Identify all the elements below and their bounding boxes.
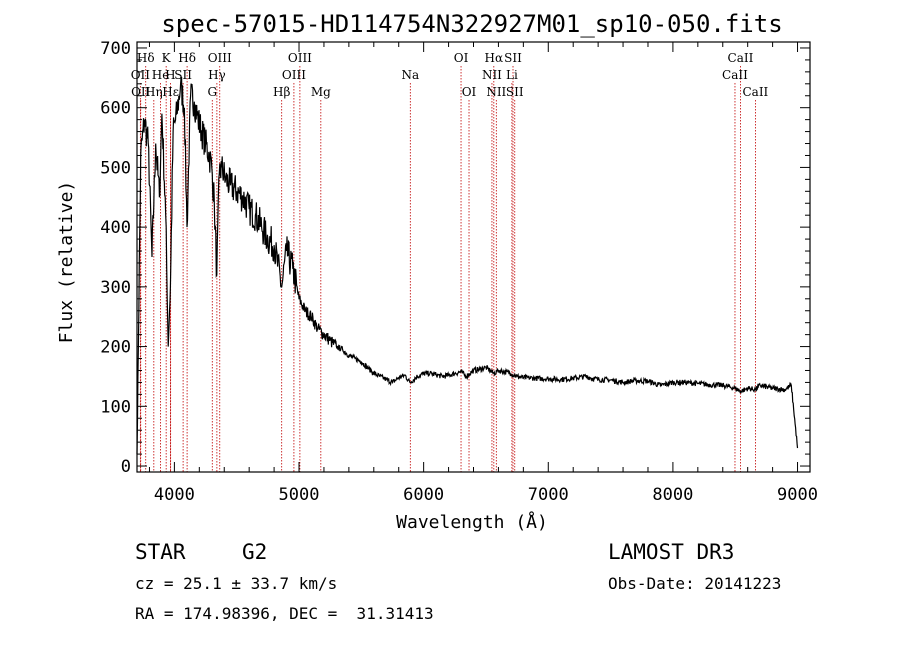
ra-dec: RA = 174.98396, DEC = 31.31413 [135,604,434,623]
line-marker-label: CaII [742,85,768,99]
survey-name: LAMOST DR3 [608,540,735,564]
line-marker-label: SII [174,68,192,82]
obs-date: Obs-Date: 20141223 [608,574,782,593]
x-axis-label: Wavelength (Å) [396,511,548,533]
y-tick-label: 500 [100,158,131,178]
object-class: STAR [135,540,186,564]
line-marker-label: OIII [208,51,232,65]
chart-title: spec-57015-HD114754N322927M01_sp10-050.f… [161,10,782,38]
spectrum-line [136,76,799,455]
line-marker-label: Li [506,68,518,82]
line-marker-label: OIII [282,68,306,82]
line-marker-label: Hδ [137,51,155,65]
line-marker-label: K [162,51,172,65]
line-marker-label: Hη [145,85,163,99]
line-marker-label: G [207,85,217,99]
line-marker-label: NII [486,85,506,99]
line-marker-label: OI [454,51,469,65]
y-tick-label: 600 [100,99,131,119]
line-marker-label: Hα [485,51,504,65]
line-marker-label: OII [131,85,151,99]
y-axis-label: Flux (relative) [56,181,77,344]
line-marker-label: H [165,68,175,82]
line-marker-label: SII [506,85,524,99]
x-tick-label: 5000 [279,485,320,505]
y-tick-label: 400 [100,218,131,238]
line-marker-label: Hγ [208,68,226,82]
object-subclass: G2 [242,540,268,564]
x-tick-label: 7000 [528,485,569,505]
y-tick-label: 300 [100,278,131,298]
line-marker-label: OIII [288,51,312,65]
line-marker-label: NII [482,68,502,82]
line-marker-label: Hε [162,85,179,99]
redshift-cz: cz = 25.1 ± 33.7 km/s [135,574,338,593]
line-marker-label: Mg [311,85,331,99]
spectrum-chart: spec-57015-HD114754N322927M01_sp10-050.f… [0,0,900,540]
line-marker-label: Hδ [178,51,196,65]
plot-background [0,0,900,540]
line-marker-label: OI [462,85,477,99]
line-marker-label: SII [504,51,522,65]
x-tick-label: 8000 [652,485,693,505]
axis-ticks: 4000 5000 6000 7000 8000 9000 0 100 200 300 400 500… [100,39,818,505]
y-tick-label: 0 [121,457,131,477]
x-tick-label: 4000 [154,485,195,505]
line-marker-label: Hβ [273,85,290,99]
y-tick-label: 200 [100,338,131,358]
line-marker-label: He [152,68,170,82]
y-tick-label: 700 [100,39,131,59]
line-marker-label: CaII [722,68,748,82]
line-marker-label: OII [131,68,151,82]
x-tick-label: 9000 [777,485,818,505]
x-tick-label: 6000 [403,485,444,505]
y-tick-label: 100 [100,397,131,417]
line-marker-label: Na [401,68,419,82]
line-marker-label: CaII [728,51,754,65]
